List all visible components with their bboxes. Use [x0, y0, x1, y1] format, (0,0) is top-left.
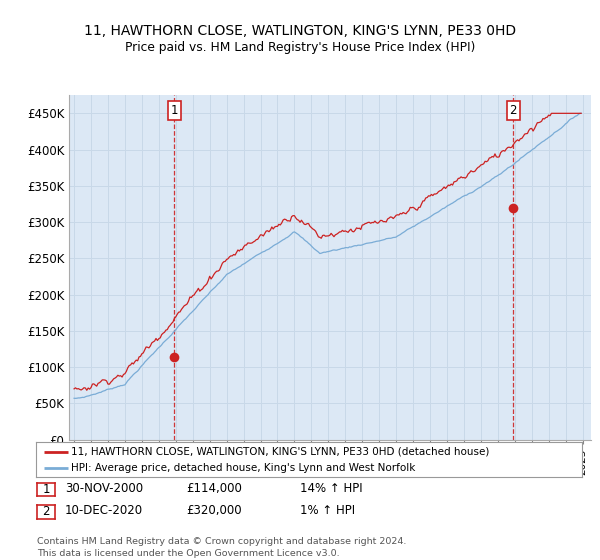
Text: £114,000: £114,000	[186, 482, 242, 495]
Text: 14% ↑ HPI: 14% ↑ HPI	[300, 482, 362, 495]
Text: 11, HAWTHORN CLOSE, WATLINGTON, KING'S LYNN, PE33 0HD (detached house): 11, HAWTHORN CLOSE, WATLINGTON, KING'S L…	[71, 447, 490, 457]
Text: 11, HAWTHORN CLOSE, WATLINGTON, KING'S LYNN, PE33 0HD: 11, HAWTHORN CLOSE, WATLINGTON, KING'S L…	[84, 24, 516, 38]
Text: 1: 1	[43, 483, 50, 496]
Text: 2: 2	[509, 104, 517, 117]
Text: 1: 1	[170, 104, 178, 117]
Text: 10-DEC-2020: 10-DEC-2020	[65, 504, 143, 517]
Text: Contains HM Land Registry data © Crown copyright and database right 2024.
This d: Contains HM Land Registry data © Crown c…	[37, 537, 407, 558]
Text: 1% ↑ HPI: 1% ↑ HPI	[300, 504, 355, 517]
Text: 30-NOV-2000: 30-NOV-2000	[65, 482, 143, 495]
Text: £320,000: £320,000	[186, 504, 242, 517]
Text: HPI: Average price, detached house, King's Lynn and West Norfolk: HPI: Average price, detached house, King…	[71, 464, 416, 473]
Text: Price paid vs. HM Land Registry's House Price Index (HPI): Price paid vs. HM Land Registry's House …	[125, 41, 475, 54]
Text: 2: 2	[43, 505, 50, 519]
